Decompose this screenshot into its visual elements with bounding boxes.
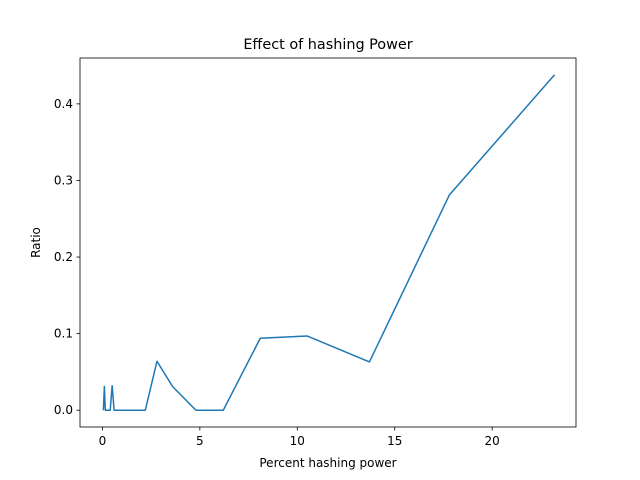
series-line-0 <box>102 74 556 411</box>
y-axis: 0.0 0.1 0.2 0.3 0.4 <box>54 97 80 417</box>
y-tick-label: 0.0 <box>54 403 73 417</box>
x-tick-label: 20 <box>485 434 500 448</box>
y-tick-label: 0.3 <box>54 173 73 187</box>
x-tick-label: 0 <box>99 434 107 448</box>
y-axis-label: Ratio <box>29 227 43 258</box>
y-tick-label: 0.1 <box>54 327 73 341</box>
y-tick-label: 0.4 <box>54 97 73 111</box>
axes-frame <box>79 57 577 428</box>
x-tick-label: 10 <box>290 434 305 448</box>
x-tick-label: 5 <box>196 434 204 448</box>
plot-area <box>102 74 556 411</box>
chart-title: Effect of hashing Power <box>243 37 412 53</box>
x-axis: 0 5 10 15 20 <box>99 427 500 448</box>
y-tick-label: 0.2 <box>54 250 73 264</box>
x-tick-label: 15 <box>387 434 402 448</box>
x-axis-label: Percent hashing power <box>259 456 396 470</box>
